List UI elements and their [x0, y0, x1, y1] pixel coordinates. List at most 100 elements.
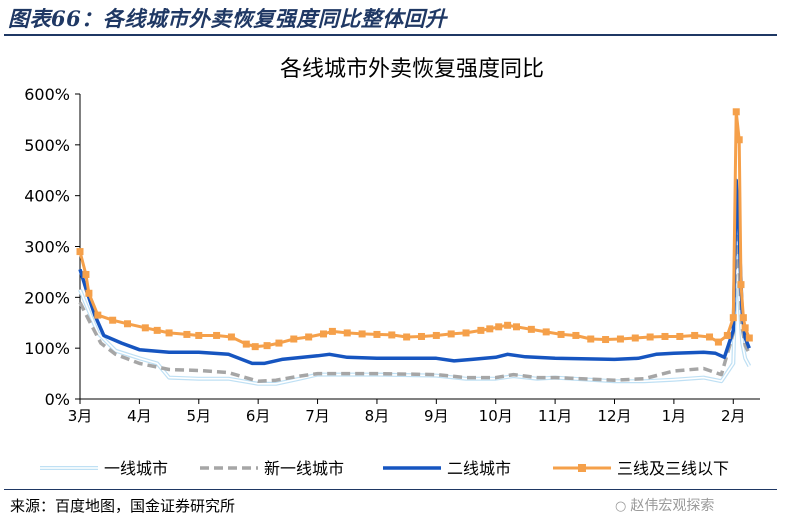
- title-rule: [4, 34, 777, 36]
- legend-item-1: 一线城市: [40, 459, 168, 478]
- series-marker: [213, 331, 221, 339]
- series-marker: [462, 329, 470, 337]
- y-tick-label: 600%: [24, 85, 70, 104]
- y-axis: 0% 100% 200% 300% 400% 500% 600%: [24, 85, 81, 409]
- series-marker: [723, 331, 731, 339]
- series-marker: [85, 289, 93, 297]
- series-marker: [76, 248, 84, 256]
- wechat-icon: ○: [615, 499, 627, 514]
- x-tick-label: 5月: [187, 407, 212, 425]
- series-marker: [527, 325, 535, 333]
- series-marker: [109, 316, 117, 324]
- series-marker: [275, 339, 283, 347]
- series-4: [76, 108, 753, 351]
- series-marker: [602, 336, 610, 344]
- series-line-inner: [79, 255, 751, 385]
- series-line: [78, 254, 752, 386]
- series-marker: [741, 324, 749, 332]
- series-marker: [486, 325, 494, 333]
- x-tick-label: 4月: [127, 407, 152, 425]
- x-tick-label: 12月: [597, 407, 631, 425]
- series-marker: [691, 331, 699, 339]
- series-marker: [305, 333, 313, 341]
- series-marker: [616, 335, 624, 343]
- source-rule: [4, 489, 777, 490]
- series-marker: [714, 338, 722, 346]
- x-tick-label: 1月: [662, 407, 687, 425]
- series-marker: [373, 330, 381, 338]
- legend-label: 二线城市: [447, 459, 511, 478]
- series-marker: [82, 270, 90, 278]
- x-tick-label: 7月: [305, 407, 330, 425]
- series-marker: [242, 340, 250, 348]
- series-marker: [183, 330, 191, 338]
- series-marker: [195, 331, 203, 339]
- series-marker: [263, 342, 271, 350]
- y-tick-label: 100%: [24, 339, 70, 358]
- series-marker: [432, 331, 440, 339]
- series-layer: [76, 108, 753, 386]
- x-tick-label: 3月: [68, 407, 93, 425]
- series-marker: [745, 334, 753, 342]
- legend-item-3: 二线城市: [383, 459, 511, 478]
- series-marker: [165, 329, 173, 337]
- source-note: 来源：百度地图，国金证券研究所: [10, 497, 236, 515]
- legend-item-2: 新一线城市: [200, 459, 344, 478]
- y-tick-label: 500%: [24, 136, 70, 155]
- x-tick-label: 10月: [479, 407, 513, 425]
- series-marker: [737, 281, 745, 289]
- series-marker: [124, 320, 132, 328]
- series-marker: [141, 324, 149, 332]
- x-tick-label: 8月: [365, 407, 390, 425]
- series-marker: [739, 314, 747, 322]
- series-marker: [557, 330, 565, 338]
- legend-item-4: 三线及三线以下: [553, 459, 729, 478]
- x-tick-label: 9月: [424, 407, 449, 425]
- series-1: [78, 254, 752, 386]
- figure-title: 图表66：各线城市外卖恢复强度同比整体回升: [8, 6, 447, 31]
- series-marker: [542, 328, 550, 336]
- x-tick-label: 11月: [538, 407, 572, 425]
- series-marker: [732, 108, 740, 116]
- series-marker: [403, 333, 411, 341]
- series-marker: [631, 334, 639, 342]
- series-marker: [646, 333, 654, 341]
- x-axis: 3月 4月 5月 6月 7月 8月 9月 10月 11月 12月 1月 2月: [68, 398, 760, 425]
- line-chart: 各线城市外卖恢复强度同比 0%100%200%300%400%500%600% …: [24, 57, 760, 478]
- series-marker: [153, 326, 161, 334]
- series-marker: [513, 323, 521, 331]
- y-tick-label: 0%: [45, 390, 70, 409]
- legend: 一线城市 新一线城市 二线城市 三线及三线以下: [40, 459, 729, 478]
- watermark-text: 赵伟宏观探索: [630, 498, 715, 514]
- x-tick-label: 2月: [721, 407, 746, 425]
- y-tick-label: 300%: [24, 238, 70, 257]
- series-marker: [388, 331, 396, 339]
- series-marker: [706, 333, 714, 341]
- series-marker: [676, 332, 684, 340]
- y-tick-label: 200%: [24, 288, 70, 307]
- series-line: [78, 110, 751, 349]
- series-marker: [94, 311, 102, 319]
- series-marker: [477, 326, 485, 334]
- legend-label: 新一线城市: [264, 459, 344, 478]
- series-marker: [227, 333, 235, 341]
- series-marker: [290, 335, 298, 343]
- series-marker: [447, 330, 455, 338]
- legend-label: 一线城市: [104, 459, 168, 478]
- series-marker: [572, 331, 580, 339]
- series-marker: [358, 330, 366, 338]
- series-marker: [661, 332, 669, 340]
- series-marker: [495, 323, 503, 331]
- series-marker: [417, 332, 425, 340]
- series-line: [78, 178, 751, 366]
- legend-marker: [578, 464, 586, 472]
- series-marker: [735, 136, 743, 144]
- series-marker: [251, 343, 259, 351]
- y-tick-label: 400%: [24, 187, 70, 206]
- series-marker: [504, 321, 512, 329]
- x-tick-label: 6月: [246, 407, 271, 425]
- series-marker: [587, 335, 595, 343]
- legend-label: 三线及三线以下: [617, 459, 729, 478]
- series-marker: [729, 314, 737, 322]
- watermark: ○ 赵伟宏观探索: [615, 495, 714, 515]
